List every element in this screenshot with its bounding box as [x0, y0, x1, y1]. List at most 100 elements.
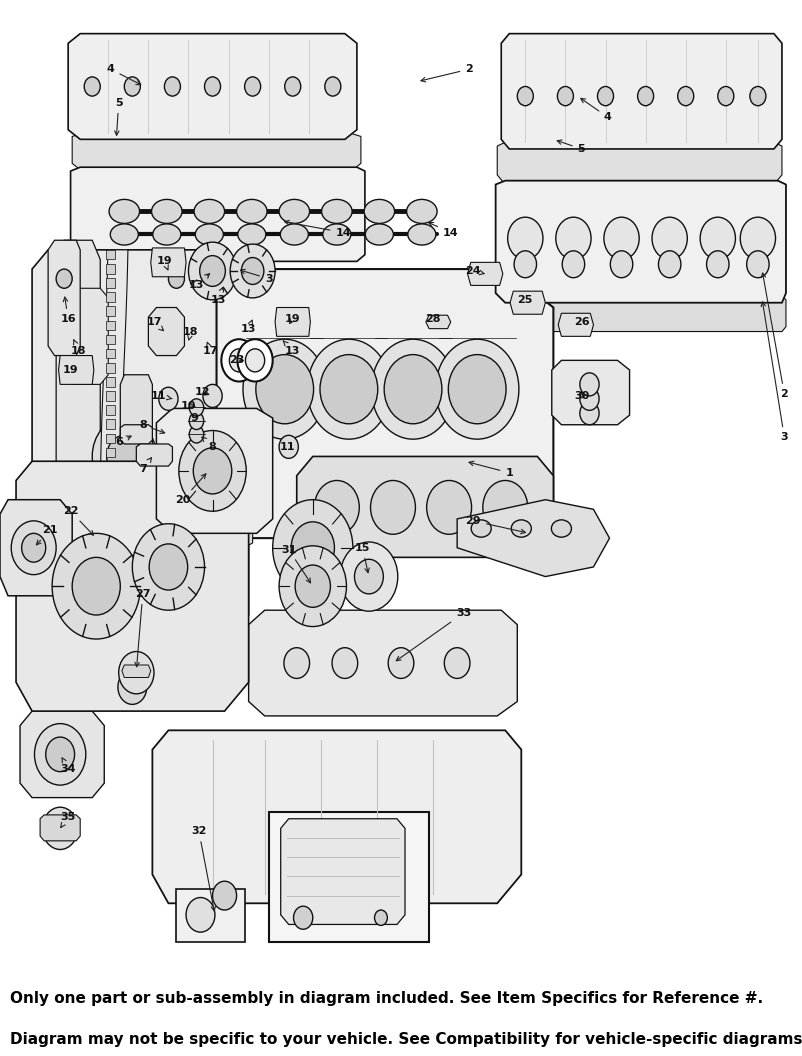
Circle shape	[189, 426, 204, 444]
Circle shape	[92, 418, 156, 495]
Text: 4: 4	[107, 64, 141, 84]
Circle shape	[132, 524, 205, 610]
Ellipse shape	[552, 520, 571, 538]
Text: 11: 11	[279, 441, 295, 452]
Polygon shape	[148, 307, 184, 356]
Circle shape	[189, 412, 204, 430]
Text: 16: 16	[60, 297, 76, 324]
Circle shape	[279, 546, 346, 626]
Polygon shape	[281, 818, 405, 924]
Polygon shape	[120, 375, 152, 461]
Ellipse shape	[194, 200, 225, 224]
Circle shape	[200, 256, 225, 286]
Text: 3: 3	[241, 269, 273, 284]
Bar	[106, 293, 115, 302]
Circle shape	[435, 339, 519, 439]
Polygon shape	[468, 262, 503, 285]
Ellipse shape	[237, 200, 267, 224]
Bar	[106, 321, 115, 331]
Polygon shape	[48, 241, 80, 356]
Text: 30: 30	[573, 391, 589, 401]
Circle shape	[285, 77, 301, 96]
Bar	[106, 490, 115, 499]
Circle shape	[34, 723, 86, 785]
Polygon shape	[68, 34, 357, 139]
Text: 5: 5	[557, 140, 585, 154]
Text: 19: 19	[285, 314, 301, 324]
Polygon shape	[120, 425, 152, 444]
Text: 9: 9	[190, 413, 198, 423]
Polygon shape	[0, 499, 72, 596]
Ellipse shape	[152, 200, 182, 224]
Polygon shape	[501, 34, 782, 149]
Circle shape	[193, 448, 232, 494]
Polygon shape	[558, 314, 593, 336]
Circle shape	[340, 542, 398, 611]
Text: 17: 17	[202, 342, 218, 356]
Circle shape	[580, 373, 599, 396]
Circle shape	[221, 339, 257, 381]
Ellipse shape	[237, 224, 266, 245]
Circle shape	[205, 77, 221, 96]
Ellipse shape	[281, 224, 308, 245]
Text: 3: 3	[761, 302, 788, 442]
Text: 22: 22	[63, 506, 94, 535]
Text: 14: 14	[285, 221, 351, 238]
Circle shape	[652, 218, 687, 260]
Text: 8: 8	[139, 419, 164, 433]
Circle shape	[22, 533, 46, 562]
Circle shape	[747, 251, 769, 278]
Ellipse shape	[109, 200, 140, 224]
Circle shape	[295, 565, 330, 607]
Circle shape	[245, 77, 261, 96]
Text: 18: 18	[71, 340, 87, 356]
Ellipse shape	[471, 520, 491, 538]
Circle shape	[237, 339, 273, 381]
Circle shape	[707, 251, 729, 278]
Circle shape	[56, 269, 72, 288]
Polygon shape	[499, 296, 786, 332]
Circle shape	[678, 87, 694, 106]
Ellipse shape	[196, 224, 223, 245]
Polygon shape	[497, 143, 782, 185]
Circle shape	[750, 87, 766, 106]
Bar	[106, 335, 115, 344]
Text: 13: 13	[241, 320, 257, 334]
Circle shape	[638, 87, 654, 106]
Circle shape	[508, 218, 543, 260]
Circle shape	[556, 218, 591, 260]
Circle shape	[740, 218, 776, 260]
Bar	[106, 406, 115, 415]
Circle shape	[375, 910, 387, 925]
Text: 14: 14	[429, 223, 459, 238]
Bar	[106, 306, 115, 316]
Polygon shape	[152, 731, 521, 903]
Bar	[106, 461, 115, 471]
Circle shape	[658, 251, 681, 278]
Polygon shape	[156, 409, 273, 533]
Polygon shape	[136, 444, 172, 466]
Circle shape	[46, 737, 75, 772]
Polygon shape	[552, 360, 630, 425]
Bar	[106, 348, 115, 358]
Polygon shape	[151, 248, 186, 277]
Circle shape	[444, 647, 470, 678]
Polygon shape	[510, 291, 545, 315]
Bar	[106, 448, 115, 457]
Circle shape	[597, 87, 614, 106]
Ellipse shape	[364, 200, 395, 224]
Bar	[106, 419, 115, 429]
Circle shape	[557, 87, 573, 106]
Text: 6: 6	[115, 436, 131, 447]
Polygon shape	[38, 523, 253, 550]
Circle shape	[168, 605, 184, 625]
Text: 24: 24	[465, 266, 484, 276]
Text: 11: 11	[151, 391, 172, 401]
Circle shape	[291, 522, 334, 573]
Polygon shape	[72, 133, 361, 173]
Text: 32: 32	[191, 826, 216, 911]
Text: 31: 31	[281, 545, 310, 583]
Circle shape	[427, 480, 472, 534]
Text: 33: 33	[396, 608, 472, 661]
Circle shape	[203, 384, 222, 408]
